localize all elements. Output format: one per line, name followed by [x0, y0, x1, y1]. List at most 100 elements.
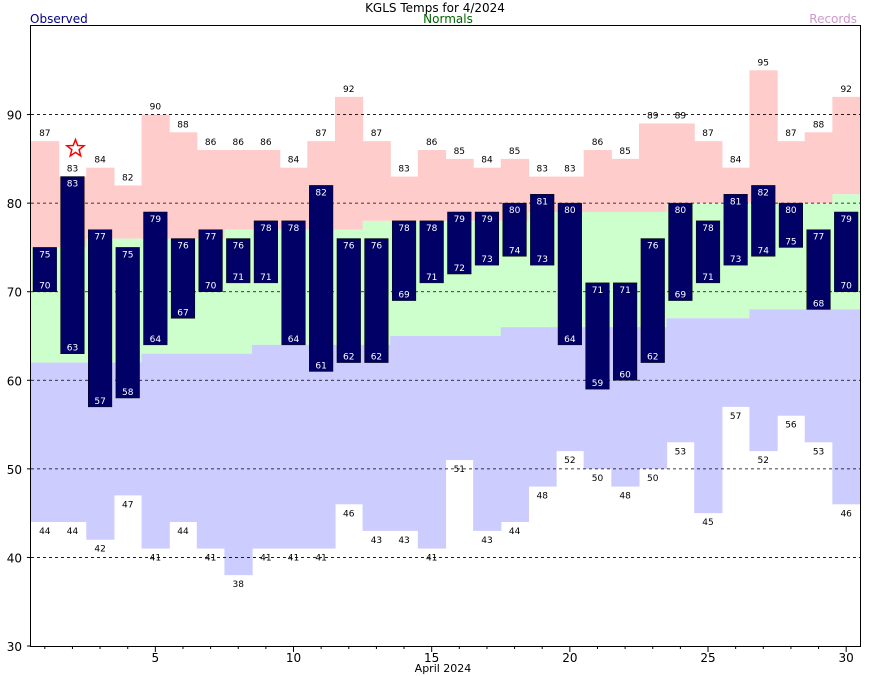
record-high-band	[445, 158, 474, 221]
record-low-label: 47	[122, 500, 133, 510]
record-low-label: 41	[150, 554, 161, 564]
record-low-label: 50	[592, 474, 604, 484]
record-low-label: 44	[509, 527, 521, 537]
observed-high-label: 80	[675, 206, 687, 216]
observed-low-label: 58	[122, 388, 134, 398]
record-low-label: 45	[702, 518, 713, 528]
observed-high-label: 79	[481, 215, 493, 225]
observed-low-label: 57	[94, 397, 105, 407]
observed-high-label: 76	[233, 242, 245, 252]
observed-low-label: 63	[67, 344, 78, 354]
observed-bar	[253, 220, 278, 284]
record-high-label: 86	[426, 138, 438, 148]
y-tick-label: 60	[7, 374, 22, 388]
record-high-label: 83	[564, 165, 575, 175]
record-low-label: 41	[426, 554, 437, 564]
axes: 30 40 50 60 70 80 90 5 10 15 20 25 30	[7, 109, 854, 665]
record-low-band	[445, 336, 474, 460]
record-low-label: 53	[675, 447, 686, 457]
observed-low-label: 70	[39, 282, 51, 292]
record-low-label: 57	[730, 412, 741, 422]
record-high-label: 84	[94, 156, 106, 166]
observed-bar	[447, 211, 472, 275]
record-low-band	[500, 327, 529, 522]
record-high-band	[804, 132, 833, 204]
record-high-label: 84	[288, 156, 300, 166]
record-low-label: 41	[205, 554, 216, 564]
record-low-band	[141, 353, 170, 549]
observed-bar	[143, 211, 168, 346]
record-high-label: 87	[785, 129, 796, 139]
observed-high-label: 78	[398, 224, 410, 234]
record-low-label: 46	[343, 509, 355, 519]
record-high-label: 88	[813, 120, 825, 130]
observed-low-label: 61	[315, 361, 326, 371]
record-high-label: 92	[343, 85, 354, 95]
record-low-band	[694, 318, 723, 514]
record-low-band	[279, 344, 308, 549]
record-high-label: 84	[730, 156, 742, 166]
observed-bar	[474, 211, 500, 266]
record-star-icon	[64, 137, 87, 158]
x-tick-label: 5	[152, 651, 160, 665]
observed-bar	[281, 220, 306, 346]
record-high-band	[694, 141, 723, 204]
record-high-band	[169, 132, 198, 239]
observed-low-label: 73	[730, 255, 741, 265]
record-high-label: 85	[454, 147, 465, 157]
record-high-band	[390, 176, 419, 221]
observed-bar	[806, 229, 831, 310]
observed-low-label: 73	[481, 255, 492, 265]
observed-high-label: 77	[205, 233, 216, 243]
record-high-label: 87	[371, 129, 382, 139]
grid-lines	[31, 114, 860, 558]
observed-bar	[88, 229, 113, 408]
record-high-band	[611, 158, 640, 212]
record-low-label: 43	[398, 536, 409, 546]
observed-bars	[32, 176, 859, 408]
record-high-label: 85	[619, 147, 630, 157]
observed-bar	[668, 202, 693, 301]
x-tick-label: 30	[839, 651, 854, 665]
record-high-label: 84	[481, 156, 493, 166]
observed-high-label: 77	[94, 233, 105, 243]
record-high-label: 89	[647, 111, 659, 121]
observed-low-label: 70	[840, 282, 852, 292]
record-low-band	[473, 336, 502, 531]
x-tick-label: 20	[562, 651, 577, 665]
observed-bar	[170, 238, 196, 319]
observed-low-label: 60	[619, 370, 631, 380]
record-low-band	[528, 327, 557, 487]
observed-bar	[226, 238, 251, 284]
legend-observed: Observed	[30, 12, 88, 26]
observed-low-label: 70	[205, 282, 217, 292]
observed-low-label: 64	[150, 335, 162, 345]
record-low-label: 50	[647, 474, 659, 484]
record-high-label: 83	[398, 165, 409, 175]
observed-high-label: 78	[426, 224, 438, 234]
x-tick-label: 25	[700, 651, 715, 665]
record-low-label: 46	[840, 509, 852, 519]
observed-bar	[364, 238, 389, 363]
observed-low-label: 67	[177, 308, 188, 318]
record-low-band	[362, 344, 391, 531]
record-low-band	[307, 344, 336, 549]
record-low-band	[196, 353, 226, 549]
observed-bar	[778, 202, 803, 248]
record-high-label: 95	[758, 58, 769, 68]
observed-low-label: 71	[233, 273, 244, 283]
observed-bar	[640, 238, 665, 363]
observed-high-label: 80	[785, 206, 797, 216]
value-labels: 87 44 75 70 83 44 83 63 84 42 77 57 82 47 75 58 90 41 79 64…	[39, 58, 852, 590]
observed-low-label: 62	[371, 353, 382, 363]
record-high-band	[252, 150, 281, 230]
observed-bar	[115, 247, 140, 399]
observed-high-label: 76	[647, 242, 659, 252]
record-high-band	[113, 185, 143, 239]
observed-low-label: 59	[592, 379, 604, 389]
record-low-label: 52	[564, 456, 575, 466]
observed-high-label: 76	[343, 242, 355, 252]
observed-bar	[32, 247, 57, 292]
record-low-band	[224, 353, 253, 576]
